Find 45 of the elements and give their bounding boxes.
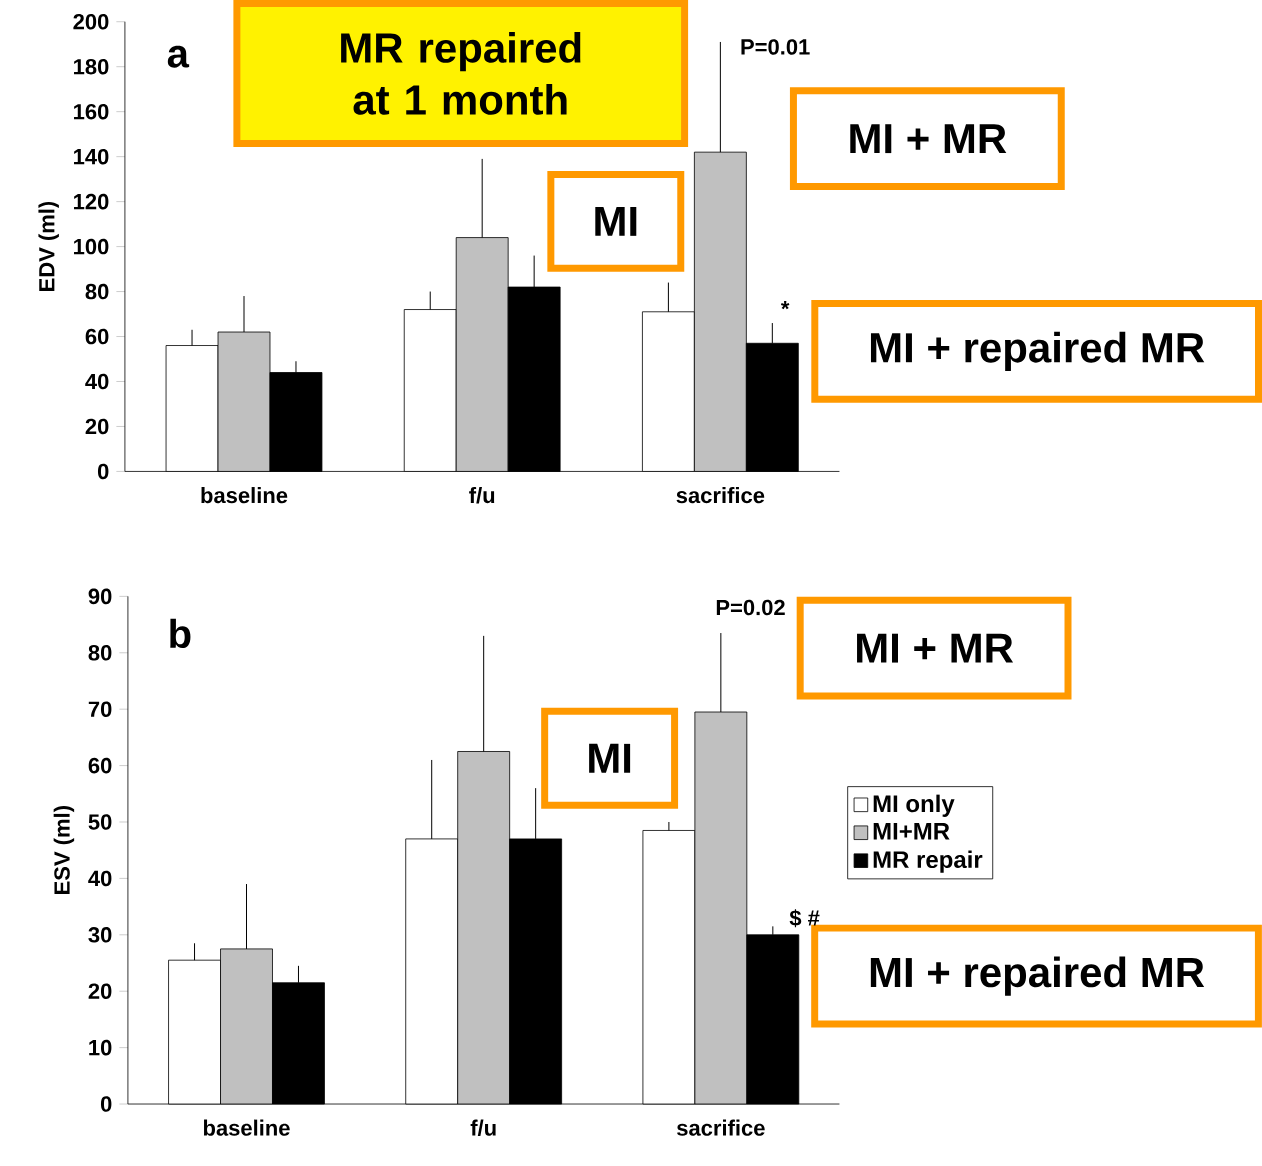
annotation: MR repaired at 1 month (341, 32, 581, 115)
annotation: MI (589, 743, 631, 773)
x-tick-label: sacrifice (677, 1119, 765, 1136)
y-tick-label: 10 (89, 1039, 112, 1056)
annotation: P=0.02 (716, 599, 785, 616)
text: MI + repaired MR (870, 331, 1205, 371)
text: MI + repaired MR (870, 956, 1205, 996)
y-tick-label: 20 (88, 983, 112, 999)
y-axis-title: ESV (ml) (53, 806, 75, 894)
y-tick-label: 30 (88, 927, 112, 943)
x-tick-label: sacrifice (676, 487, 765, 504)
y-tick-label: 90 (88, 588, 112, 605)
y-tick-label: 0 (97, 463, 109, 480)
annotation: MI (595, 206, 637, 236)
x-tick-label: baseline (203, 1119, 290, 1136)
y-tick-label: 100 (74, 238, 109, 255)
annotation: b (170, 618, 191, 649)
y-tick-label: 140 (74, 148, 109, 165)
y-tick-label: 0 (100, 1096, 112, 1112)
y-tick-label: 80 (88, 645, 112, 661)
annotation: $ # (789, 909, 820, 928)
y-tick-label: 200 (73, 13, 109, 30)
legend-label: MI only (873, 794, 955, 817)
y-tick-label: 70 (88, 701, 112, 717)
y-tick-label: 80 (85, 283, 109, 300)
y-tick-label: 120 (74, 193, 109, 210)
y-tick-label: 60 (88, 757, 112, 774)
legend-label: MR repair (873, 850, 983, 873)
x-tick-label: f/u (469, 487, 495, 504)
y-tick-label: 180 (74, 58, 109, 75)
x-tick-label: baseline (201, 487, 288, 504)
text: MI + MR (857, 633, 1014, 663)
y-tick-label: 60 (85, 328, 109, 345)
y-tick-label: 50 (88, 814, 112, 830)
y-tick-label: 40 (85, 373, 109, 390)
y-axis-title: EDV (ml) (38, 201, 59, 291)
legend-label: MI+MR (873, 823, 950, 840)
y-tick-label: 160 (74, 103, 109, 120)
annotation: a (167, 45, 190, 68)
x-tick-label: f/u (470, 1119, 496, 1136)
text: * (780, 301, 790, 310)
y-tick-label: 20 (85, 418, 109, 435)
y-tick-label: 40 (88, 870, 112, 887)
annotation: P=0.01 (741, 39, 810, 55)
text: MI + MR (850, 124, 1007, 154)
